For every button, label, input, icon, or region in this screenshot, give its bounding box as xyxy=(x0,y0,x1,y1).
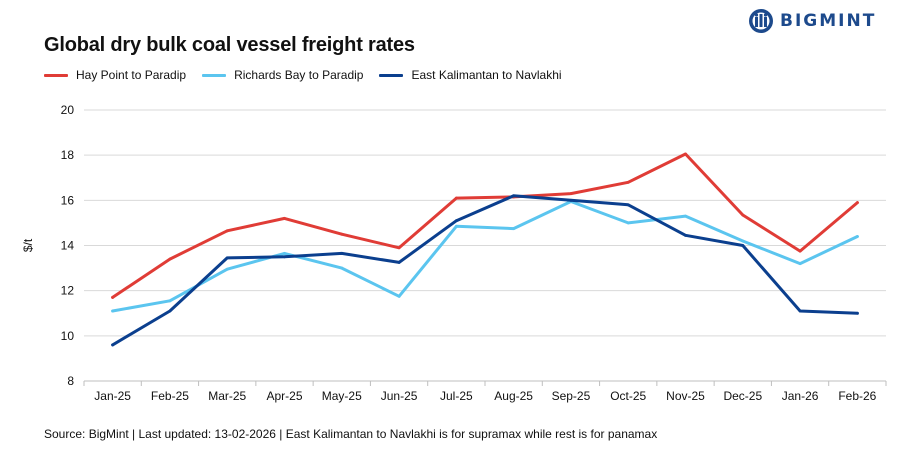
y-axis-label: $/t xyxy=(21,238,35,252)
series-lines xyxy=(111,152,859,347)
x-tick-label: Aug-25 xyxy=(494,389,533,403)
bigmint-logo-icon xyxy=(749,9,773,33)
series-1-point xyxy=(855,235,859,238)
axes xyxy=(83,380,887,386)
x-tick-label: Jul-25 xyxy=(440,389,473,403)
series-2-point xyxy=(512,194,516,198)
series-2-point xyxy=(454,219,458,223)
legend-swatch-east-kalimantan xyxy=(379,73,404,77)
y-tick-label: 14 xyxy=(61,239,75,253)
y-tick-label: 10 xyxy=(61,329,75,343)
legend-item-hay-point: Hay Point to Paradip xyxy=(44,68,186,82)
legend-label-hay-point: Hay Point to Paradip xyxy=(76,68,187,82)
legend-item-east-kalimantan: East Kalimantan to Navlakhi xyxy=(379,68,562,82)
x-tick-label: May-25 xyxy=(322,389,362,403)
series-0-point xyxy=(168,257,172,261)
legend-swatch-hay-point xyxy=(44,73,68,77)
series-1-point xyxy=(798,262,802,265)
x-tick-label: Feb-25 xyxy=(151,389,189,403)
series-0-point xyxy=(454,196,458,200)
tick-labels: 8 10 12 14 16 18 20 Jan-25 Feb-25 Mar-25 Apr-25 May… xyxy=(61,103,877,403)
y-tick-label: 20 xyxy=(61,103,75,117)
series-0-point xyxy=(684,152,687,156)
series-0-point xyxy=(798,249,802,253)
series-2-point xyxy=(741,244,745,247)
series-2-point xyxy=(855,311,859,315)
gridlines xyxy=(84,109,886,337)
series-line-1 xyxy=(111,200,859,313)
x-tick-label: Mar-25 xyxy=(208,389,246,403)
series-1-point xyxy=(225,267,229,271)
series-2-point xyxy=(798,309,802,313)
series-0-point xyxy=(569,192,573,195)
series-0-point xyxy=(855,201,859,204)
series-2-point xyxy=(168,309,172,313)
legend-label-richards-bay: Richards Bay to Paradip xyxy=(234,68,364,82)
series-0-point xyxy=(626,180,630,184)
series-1-point xyxy=(340,266,344,270)
legend-item-richards-bay: Richards Bay to Paradip xyxy=(202,68,363,82)
x-tick-label: Sep-25 xyxy=(552,389,591,403)
series-2-point xyxy=(283,255,286,259)
series-2-point xyxy=(111,343,115,347)
series-1-point xyxy=(111,309,115,313)
series-2-point xyxy=(340,252,344,255)
series-line-0 xyxy=(111,152,859,299)
brand-logo: BIGMINT xyxy=(748,8,876,34)
series-0-point xyxy=(741,213,745,217)
x-tick-label: Jun-25 xyxy=(381,389,418,403)
series-1-point xyxy=(512,227,516,230)
series-1-point xyxy=(283,252,286,255)
series-1-point xyxy=(626,221,630,225)
x-tick-label: Oct-25 xyxy=(610,389,646,403)
series-2-point xyxy=(626,203,630,207)
chart-title: Global dry bulk coal vessel freight rate… xyxy=(44,34,415,56)
series-0-point xyxy=(340,232,344,236)
series-2-point xyxy=(397,261,401,264)
series-0-point xyxy=(225,229,229,233)
series-0-point xyxy=(283,217,286,220)
series-2-point xyxy=(225,256,229,260)
series-1-point xyxy=(397,294,401,298)
series-0-point xyxy=(111,296,115,299)
y-tick-label: 18 xyxy=(61,148,75,162)
x-tick-label: Dec-25 xyxy=(723,389,762,403)
series-2-point xyxy=(684,233,687,237)
series-line-2 xyxy=(111,194,859,347)
x-tick-label: Jan-26 xyxy=(782,389,819,403)
legend-label-east-kalimantan: East Kalimantan to Navlakhi xyxy=(411,68,562,82)
x-tick-label: Jan-25 xyxy=(94,389,131,403)
series-1-point xyxy=(741,239,745,243)
series-1-point xyxy=(454,224,458,228)
series-2-point xyxy=(569,198,573,202)
legend-swatch-richards-bay xyxy=(202,73,227,77)
y-tick-label: 16 xyxy=(61,193,75,207)
x-tick-label: Apr-25 xyxy=(266,389,302,403)
source-note: Source: BigMint | Last updated: 13-02-20… xyxy=(44,427,658,441)
series-1-point xyxy=(168,299,172,303)
series-0-point xyxy=(397,246,401,250)
series-1-point xyxy=(684,214,687,218)
y-tick-label: 12 xyxy=(61,284,75,298)
brand-name: BIGMINT xyxy=(780,11,877,31)
x-tick-label: Feb-26 xyxy=(838,389,876,403)
x-tick-label: Nov-25 xyxy=(666,389,705,403)
chart-legend: Hay Point to Paradip Richards Bay to Par… xyxy=(44,68,578,82)
y-tick-label: 8 xyxy=(67,374,74,388)
